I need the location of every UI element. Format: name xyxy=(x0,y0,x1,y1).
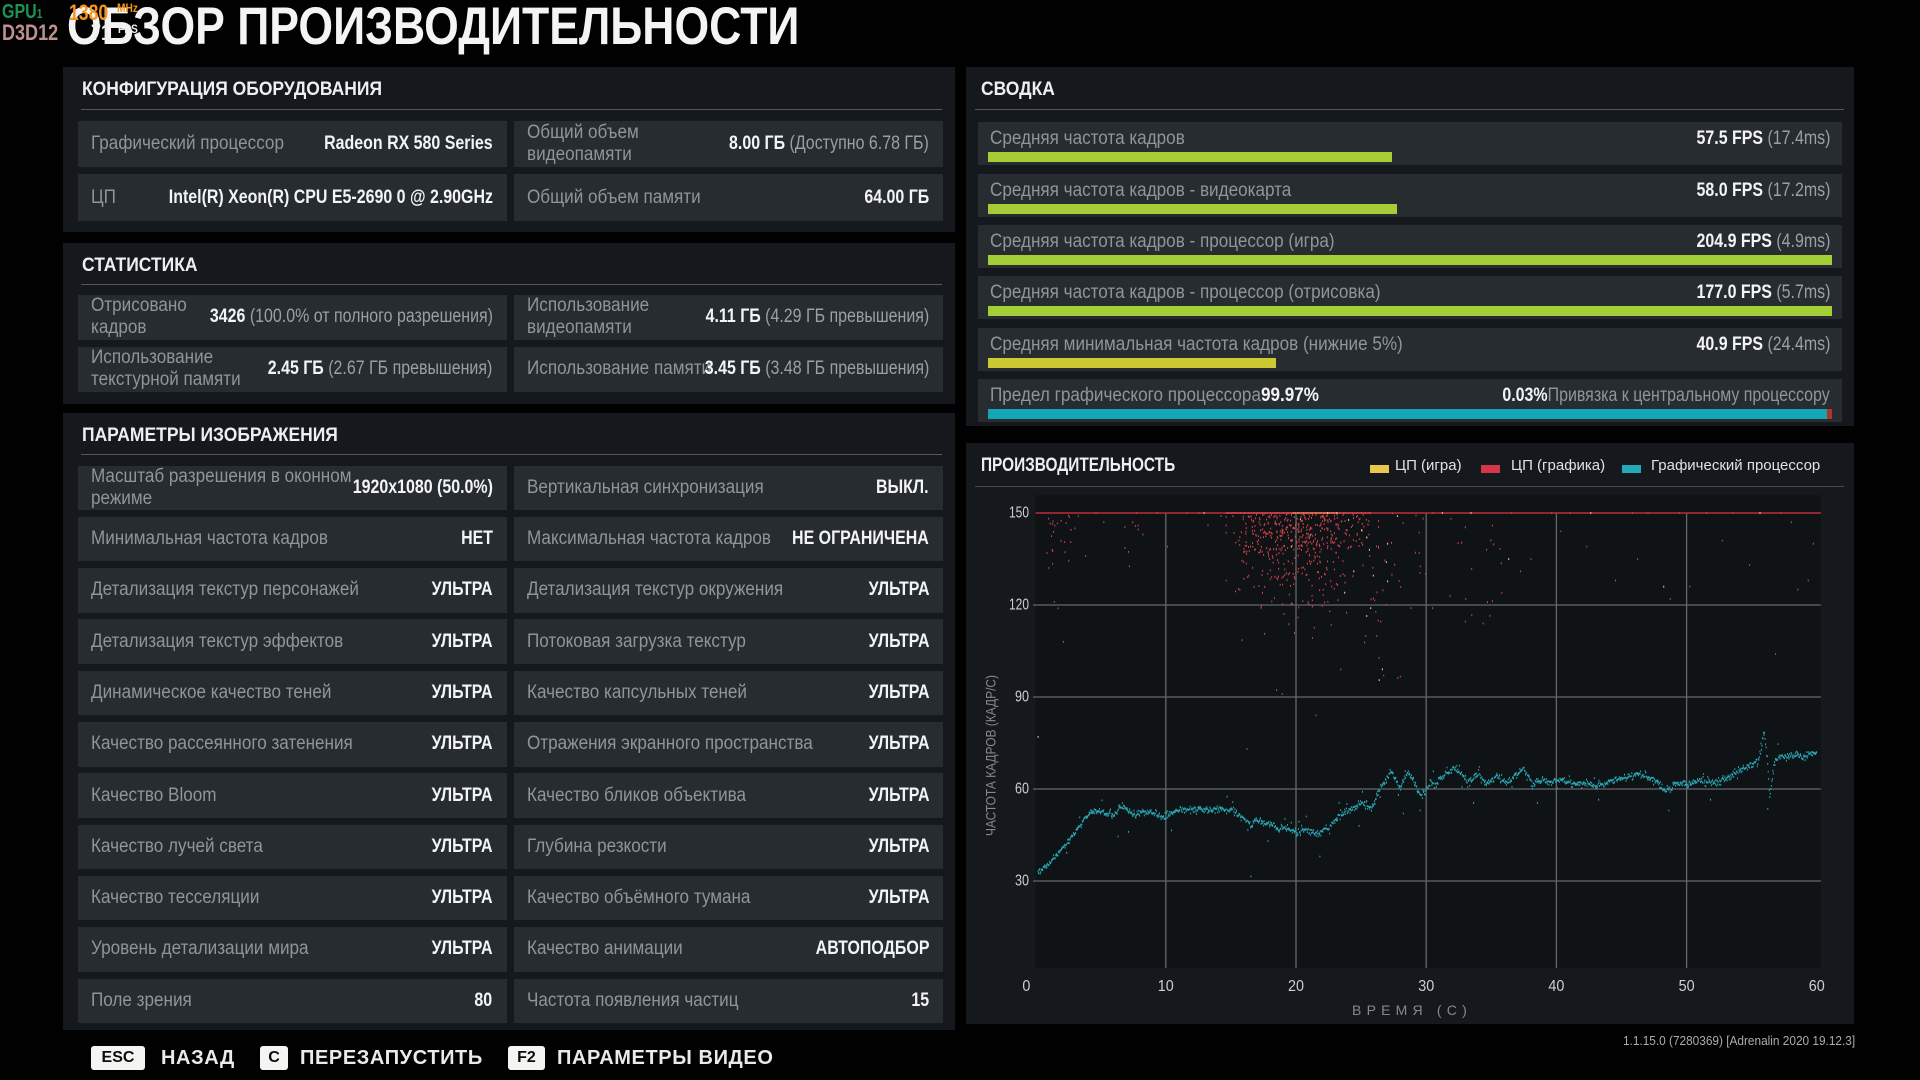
svg-text:60: 60 xyxy=(1809,978,1825,995)
svg-text:120: 120 xyxy=(1009,597,1029,614)
svg-text:ВРЕМЯ (С): ВРЕМЯ (С) xyxy=(1352,1002,1472,1018)
svg-text:90: 90 xyxy=(1015,689,1029,706)
svg-text:50: 50 xyxy=(1679,978,1695,995)
svg-text:30: 30 xyxy=(1015,873,1029,890)
svg-text:10: 10 xyxy=(1158,978,1174,995)
svg-text:ЧАСТОТА КАДРОВ (КАДР/С): ЧАСТОТА КАДРОВ (КАДР/С) xyxy=(983,675,999,836)
svg-text:0: 0 xyxy=(1022,978,1030,995)
svg-text:150: 150 xyxy=(1009,505,1029,522)
svg-text:40: 40 xyxy=(1548,978,1564,995)
svg-text:60: 60 xyxy=(1015,781,1029,798)
svg-text:30: 30 xyxy=(1418,978,1434,995)
svg-text:20: 20 xyxy=(1288,978,1304,995)
